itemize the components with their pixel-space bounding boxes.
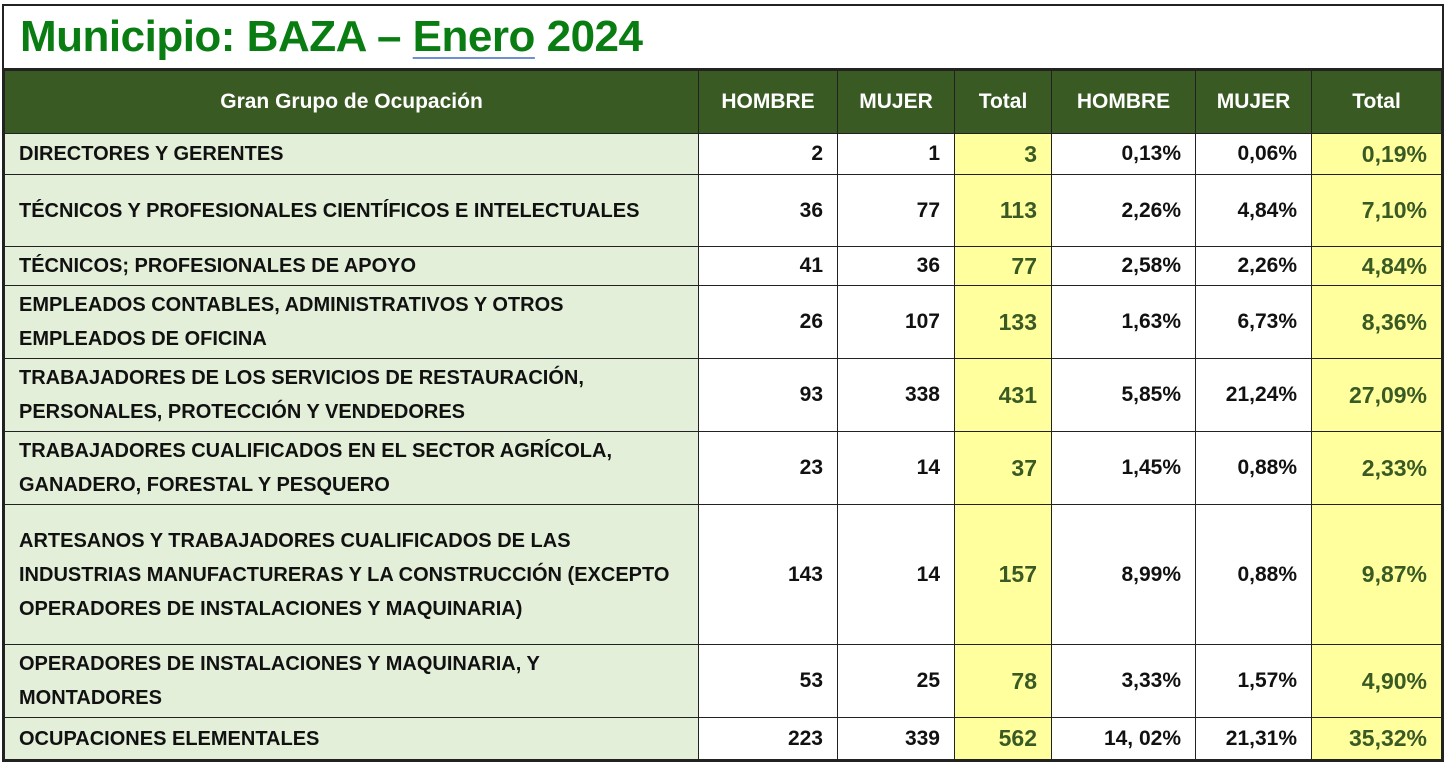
hombre-count: 23 (698, 431, 838, 505)
occupation-label: ARTESANOS Y TRABAJADORES CUALIFICADOS DE… (4, 504, 699, 645)
header-occupation-group: Gran Grupo de Ocupación (4, 70, 699, 134)
total-percent: 4,90% (1311, 644, 1442, 718)
mujer-percent: 0,06% (1195, 133, 1312, 175)
occupation-label: TRABAJADORES CUALIFICADOS EN EL SECTOR A… (4, 431, 699, 505)
header-total-pct: Total (1311, 70, 1442, 134)
table-row: OCUPACIONES ELEMENTALES 223 339 562 14, 02% 2… (4, 717, 1442, 760)
title-prefix: Municipio: BAZA – (20, 12, 413, 61)
total-percent: 0,19% (1311, 133, 1442, 175)
total-percent: 2,33% (1311, 431, 1442, 505)
total-percent: 27,09% (1311, 358, 1442, 432)
header-hombre: HOMBRE (698, 70, 838, 134)
mujer-percent: 0,88% (1195, 431, 1312, 505)
occupation-label: TRABAJADORES DE LOS SERVICIOS DE RESTAUR… (4, 358, 699, 432)
mujer-count: 338 (837, 358, 955, 432)
header-mujer: MUJER (837, 70, 955, 134)
occupation-label: OPERADORES DE INSTALACIONES Y MAQUINARIA… (4, 644, 699, 718)
mujer-percent: 21,24% (1195, 358, 1312, 432)
mujer-count: 339 (837, 717, 955, 760)
total-count: 78 (954, 644, 1052, 718)
mujer-count: 14 (837, 504, 955, 645)
header-total: Total (954, 70, 1052, 134)
mujer-count: 1 (837, 133, 955, 175)
hombre-count: 93 (698, 358, 838, 432)
total-percent: 7,10% (1311, 174, 1442, 247)
mujer-count: 77 (837, 174, 955, 247)
hombre-percent: 14, 02% (1051, 717, 1196, 760)
mujer-percent: 0,88% (1195, 504, 1312, 645)
total-percent: 9,87% (1311, 504, 1442, 645)
mujer-count: 107 (837, 285, 955, 359)
hombre-count: 53 (698, 644, 838, 718)
table-row: TRABAJADORES DE LOS SERVICIOS DE RESTAUR… (4, 358, 1442, 432)
mujer-count: 36 (837, 246, 955, 286)
hombre-count: 2 (698, 133, 838, 175)
header-mujer-pct: MUJER (1195, 70, 1312, 134)
mujer-percent: 4,84% (1195, 174, 1312, 247)
mujer-percent: 2,26% (1195, 246, 1312, 286)
table-row: TÉCNICOS Y PROFESIONALES CIENTÍFICOS E I… (4, 174, 1442, 247)
total-count: 113 (954, 174, 1052, 247)
mujer-count: 14 (837, 431, 955, 505)
mujer-percent: 1,57% (1195, 644, 1312, 718)
header-hombre-pct: HOMBRE (1051, 70, 1196, 134)
occupation-label: TÉCNICOS; PROFESIONALES DE APOYO (4, 246, 699, 286)
occupation-label: DIRECTORES Y GERENTES (4, 133, 699, 175)
table-row: DIRECTORES Y GERENTES 2 1 3 0,13% 0,06% 0,19% (4, 133, 1442, 175)
hombre-percent: 2,26% (1051, 174, 1196, 247)
total-count: 431 (954, 358, 1052, 432)
total-count: 133 (954, 285, 1052, 359)
total-count: 157 (954, 504, 1052, 645)
title-year: 2024 (534, 12, 643, 61)
mujer-percent: 6,73% (1195, 285, 1312, 359)
title-month: Enero (412, 12, 536, 61)
hombre-count: 36 (698, 174, 838, 247)
table-row: OPERADORES DE INSTALACIONES Y MAQUINARIA… (4, 644, 1442, 718)
hombre-percent: 5,85% (1051, 358, 1196, 432)
hombre-percent: 1,63% (1051, 285, 1196, 359)
hombre-count: 41 (698, 246, 838, 286)
hombre-percent: 0,13% (1051, 133, 1196, 175)
hombre-percent: 8,99% (1051, 504, 1196, 645)
hombre-percent: 2,58% (1051, 246, 1196, 286)
table-row: EMPLEADOS CONTABLES, ADMINISTRATIVOS Y O… (4, 285, 1442, 359)
occupation-label: EMPLEADOS CONTABLES, ADMINISTRATIVOS Y O… (4, 285, 699, 359)
hombre-count: 223 (698, 717, 838, 760)
total-percent: 35,32% (1311, 717, 1442, 760)
hombre-percent: 3,33% (1051, 644, 1196, 718)
hombre-count: 26 (698, 285, 838, 359)
table-row: ARTESANOS Y TRABAJADORES CUALIFICADOS DE… (4, 504, 1442, 645)
page-title: Municipio: BAZA – Enero 2024 (4, 6, 1442, 70)
total-count: 77 (954, 246, 1052, 286)
total-count: 562 (954, 717, 1052, 760)
total-percent: 4,84% (1311, 246, 1442, 286)
total-count: 3 (954, 133, 1052, 175)
total-count: 37 (954, 431, 1052, 505)
occupation-table: Gran Grupo de Ocupación HOMBRE MUJER Total H… (4, 70, 1442, 760)
table-row: TÉCNICOS; PROFESIONALES DE APOYO 41 36 77 2,… (4, 246, 1442, 286)
hombre-percent: 1,45% (1051, 431, 1196, 505)
table-row: TRABAJADORES CUALIFICADOS EN EL SECTOR A… (4, 431, 1442, 505)
occupation-label: OCUPACIONES ELEMENTALES (4, 717, 699, 760)
mujer-percent: 21,31% (1195, 717, 1312, 760)
total-percent: 8,36% (1311, 285, 1442, 359)
table-header-row: Gran Grupo de Ocupación HOMBRE MUJER Total H… (4, 70, 1442, 134)
hombre-count: 143 (698, 504, 838, 645)
mujer-count: 25 (837, 644, 955, 718)
occupation-table-panel: Municipio: BAZA – Enero 2024 Gran Grupo … (2, 4, 1444, 762)
occupation-label: TÉCNICOS Y PROFESIONALES CIENTÍFICOS E I… (4, 174, 699, 247)
